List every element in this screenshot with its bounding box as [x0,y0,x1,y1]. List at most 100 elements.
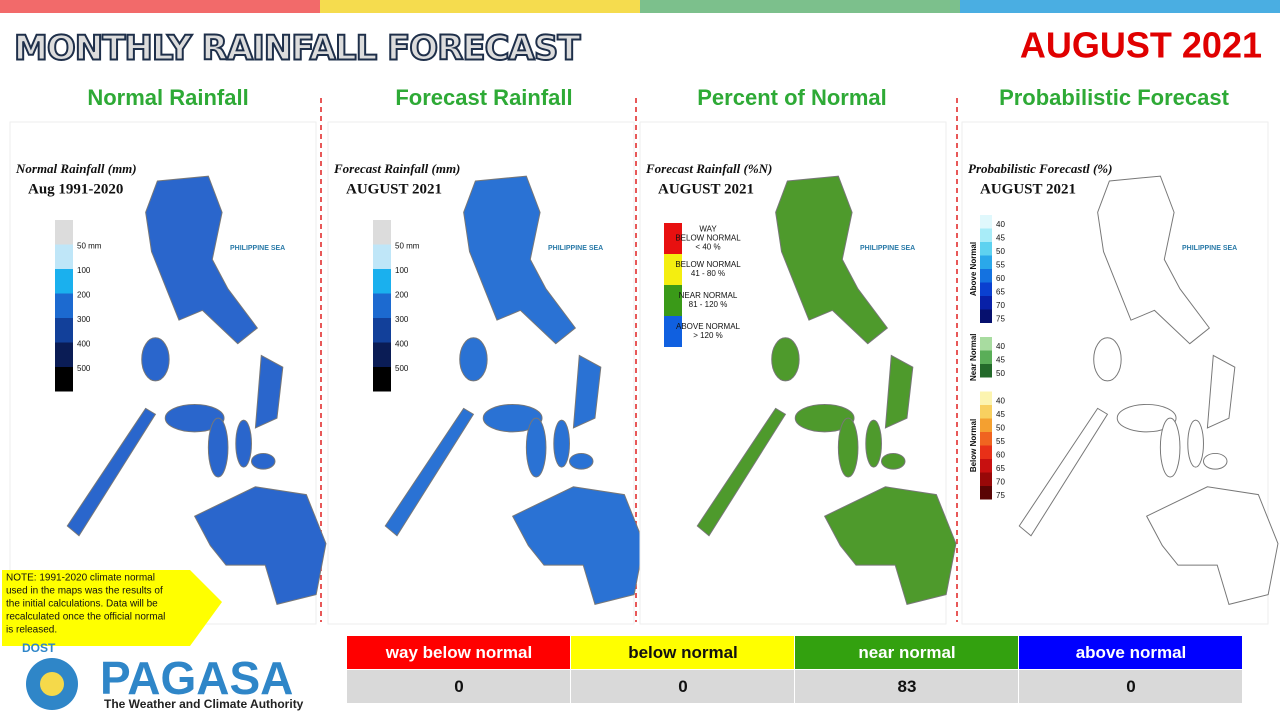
table-header-cell [1019,636,1242,669]
logo-emblem [40,672,64,696]
table-header-cell [795,636,1018,669]
legend-swatch [980,391,992,405]
legend-label: WAY [699,225,717,234]
legend-label: 40 [996,220,1005,229]
panel-title: Percent of Normal [697,85,887,110]
legend-label: 41 - 80 % [691,269,725,278]
table-header: below normal [628,643,738,662]
legend-label: 60 [996,450,1005,459]
map-subtitle: AUGUST 2021 [346,181,442,197]
legend-swatch [980,350,992,364]
legend-swatch [664,223,682,254]
legend-swatch [373,342,391,367]
legend-swatch [664,254,682,285]
map-subtitle: Aug 1991-2020 [28,181,123,197]
sea-label: PHILIPPINE SEA [860,245,915,252]
legend-label: 60 [996,274,1005,283]
table-header: near normal [858,643,955,662]
legend-swatch [373,269,391,294]
sea-label: PHILIPPINE SEA [230,245,285,252]
legend-swatch [55,244,73,269]
legend-label: > 120 % [693,331,723,340]
legend-swatch [373,293,391,318]
legend-swatch [980,228,992,242]
legend-swatch [980,296,992,310]
legend-swatch [980,242,992,256]
legend-label: 50 [996,369,1005,378]
legend-label: BELOW NORMAL [675,234,741,243]
legend-label: 300 [77,315,91,324]
legend-swatch [980,309,992,323]
summary-table: way below normal 0 below normal 0 near norma… [347,636,1242,703]
legend-swatch [373,244,391,269]
legend-swatch [55,269,73,294]
legend-label: 50 [996,247,1005,256]
legend-label: 500 [395,364,409,373]
panel-title: Probabilistic Forecast [999,85,1230,110]
legend-swatch [980,364,992,378]
legend-swatch [980,418,992,432]
legend-swatch [980,337,992,351]
map-title: Probabilistic Forecastl (%) [968,161,1112,176]
legend-group: Below Normal [969,419,978,472]
legend-swatch [980,269,992,283]
legend-label: 40 [996,396,1005,405]
top-strip [960,0,1280,13]
slide-title: MONTHLY RAINFALL FORECAST [14,29,581,69]
legend-swatch [373,318,391,343]
legend-swatch [980,282,992,296]
legend-swatch [664,285,682,316]
legend-label: BELOW NORMAL [675,260,741,269]
legend-label: 65 [996,464,1005,473]
map-title: Forecast Rainfall (%N) [645,161,772,176]
legend-label: 300 [395,315,409,324]
legend-label: 55 [996,437,1005,446]
legend-swatch [980,432,992,446]
legend-label: 100 [395,266,409,275]
table-cell [347,670,570,703]
sea-label: PHILIPPINE SEA [1182,245,1237,252]
legend-label: 70 [996,301,1005,310]
legend-label: 81 - 120 % [689,300,728,309]
legend-swatch [373,220,391,245]
legend-swatch [980,472,992,486]
legend-label: NEAR NORMAL [679,291,738,300]
legend-swatch [55,220,73,245]
legend-label: 75 [996,314,1005,323]
legend-label: 45 [996,410,1005,419]
legend-label: 45 [996,233,1005,242]
logo: DOST PAGASA The Weather and Climate Auth… [22,641,304,711]
note-box [2,570,222,646]
legend-swatch [980,459,992,473]
note-line: NOTE: 1991-2020 climate normal [6,573,155,584]
legend-label: < 40 % [695,243,720,252]
legend-label: 200 [77,291,91,300]
table-cell [571,670,794,703]
sea-label: PHILIPPINE SEA [548,245,603,252]
panel-title: Normal Rainfall [87,85,248,110]
legend-label: 50 mm [77,242,102,251]
note-line: used in the maps was the results of [6,586,163,597]
table-cell [795,670,1018,703]
legend-swatch [980,255,992,269]
map-subtitle: AUGUST 2021 [658,181,754,197]
map-title: Normal Rainfall (mm) [15,161,137,176]
panel-title: Forecast Rainfall [395,85,572,110]
table-value: 0 [678,677,687,696]
table-header: way below normal [385,643,532,662]
legend-label: 100 [77,266,91,275]
table-value: 0 [454,677,463,696]
table-value: 83 [898,677,917,696]
legend-swatch [55,367,73,392]
legend-label: 40 [996,342,1005,351]
legend-label: 500 [77,364,91,373]
logo-tagline: The Weather and Climate Authority [104,697,304,711]
legend-label: 45 [996,355,1005,364]
legend-label: 50 mm [395,242,420,251]
legend-label: 70 [996,477,1005,486]
note-line: the initial calculations. Data will be [6,599,158,610]
legend-swatch [980,486,992,500]
table-header-cell [347,636,570,669]
top-strip [640,0,960,13]
